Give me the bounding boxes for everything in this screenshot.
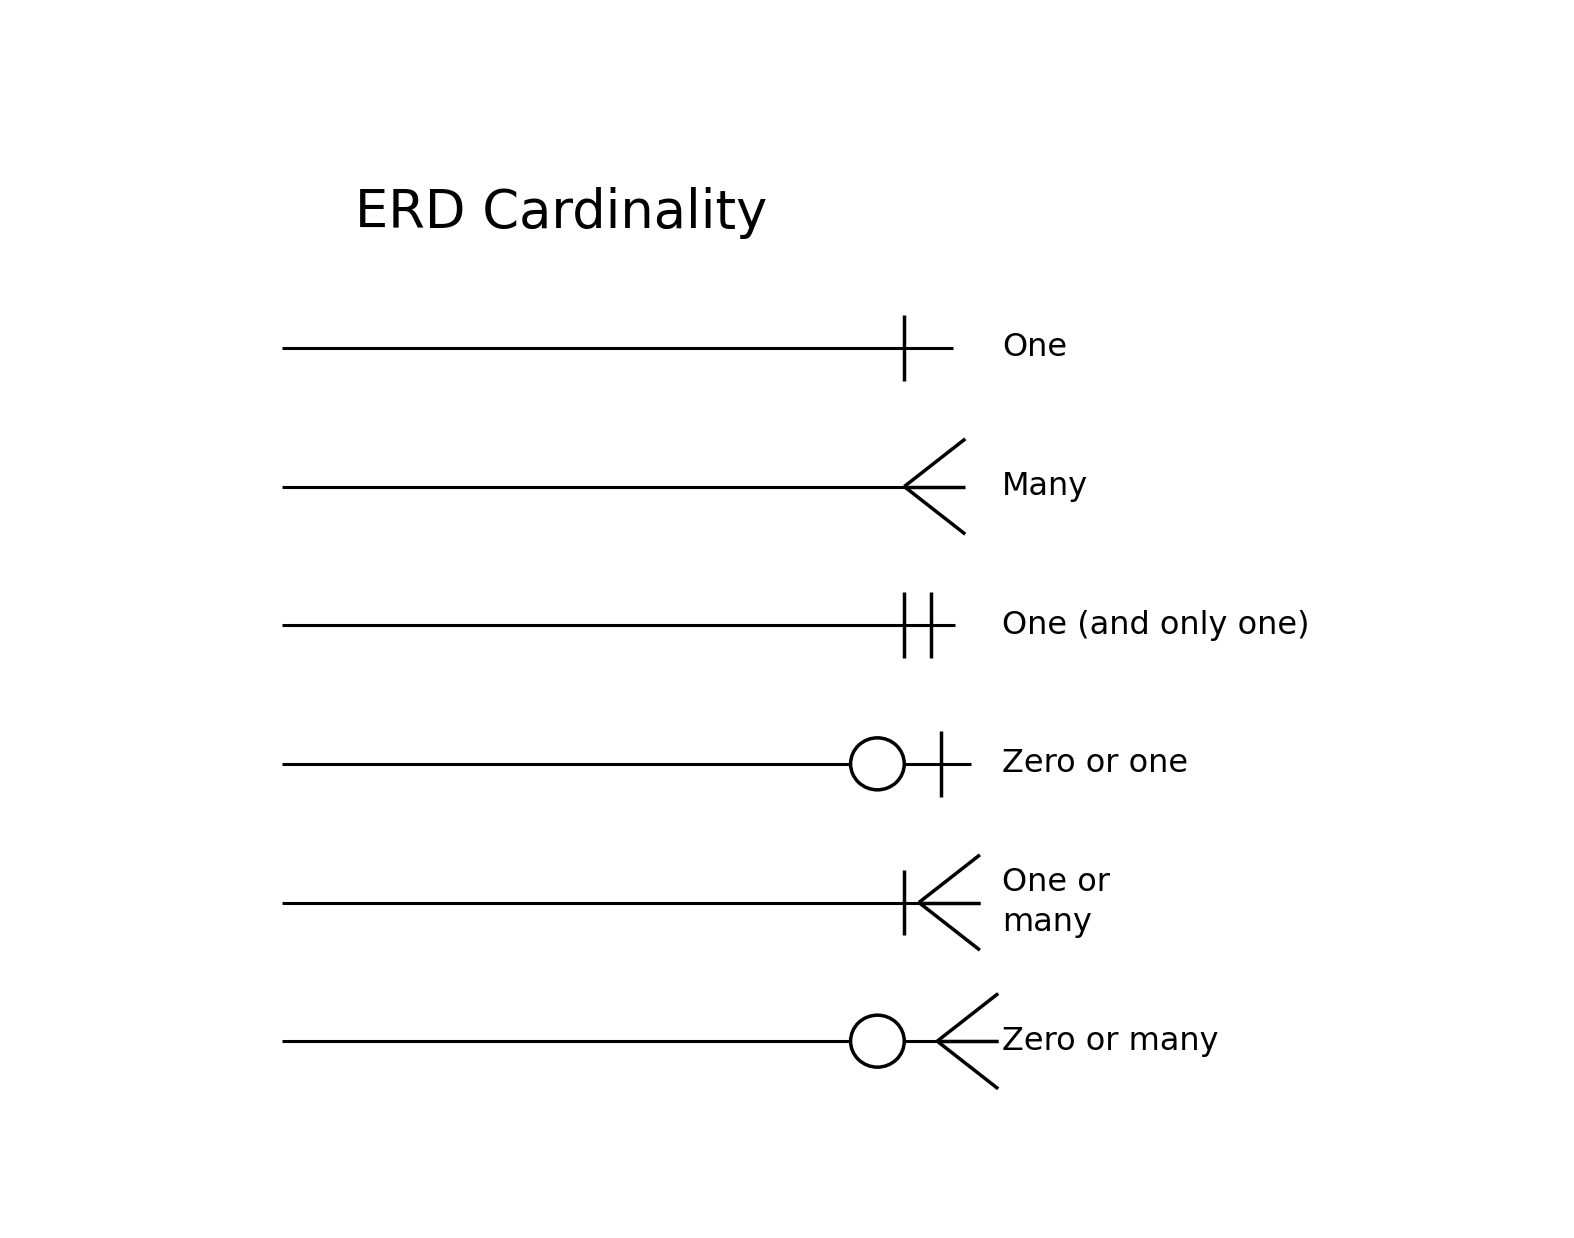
Text: Zero or one: Zero or one [1003,748,1188,780]
Text: One or
many: One or many [1003,867,1110,938]
Text: One: One [1003,332,1067,364]
Text: Zero or many: Zero or many [1003,1025,1218,1057]
Text: One (and only one): One (and only one) [1003,609,1310,641]
Text: ERD Cardinality: ERD Cardinality [356,187,768,239]
Text: Many: Many [1003,470,1088,503]
